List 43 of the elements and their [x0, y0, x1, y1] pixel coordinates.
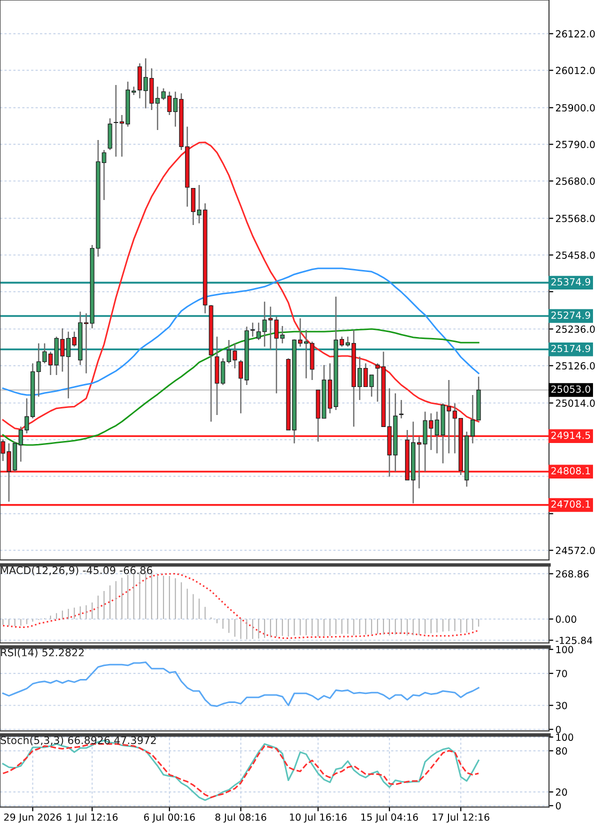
y-tick-label: 25014.0 — [556, 399, 595, 407]
ref-line-label: 25274.9 — [551, 311, 590, 319]
y-tick-label: 30 — [556, 702, 567, 710]
x-tick-label: 15 Jul 04:16 — [361, 813, 418, 823]
y-tick-label: 25790.0 — [556, 140, 595, 148]
y-tick-label: 25458.0 — [556, 251, 595, 259]
y-tick-label: 20 — [556, 788, 567, 796]
line-series — [2, 268, 480, 396]
x-tick-label: 17 Jul 12:16 — [432, 813, 490, 823]
y-tick-label: 25236.0 — [556, 325, 595, 333]
y-tick-label: 100 — [556, 734, 574, 741]
y-tick-label: 24572.0 — [556, 546, 595, 554]
ref-line-label: 24708.1 — [551, 500, 590, 508]
chart-title: MACD(12,26,9) -45.09 -66.86 — [1, 566, 152, 576]
x-tick-label: 29 Jun 2026 — [4, 813, 62, 823]
y-tick-label: 26012.0 — [556, 66, 595, 74]
y-tick-label: 0 — [556, 726, 561, 734]
x-tick-label: 6 Jul 00:16 — [144, 813, 195, 823]
x-tick-label: 8 Jul 08:16 — [215, 813, 266, 823]
x-tick-label: 1 Jul 12:16 — [67, 813, 118, 823]
y-tick-label: 80 — [556, 747, 567, 755]
y-tick-label: -125.84 — [556, 636, 592, 644]
candlestick — [399, 399, 404, 419]
ref-line-label: 25374.9 — [551, 278, 590, 286]
chart-title: Stoch(5,3,3) 66.8926 47.3972 — [0, 736, 156, 746]
y-tick-label: 25680.0 — [556, 177, 595, 185]
y-tick-label: 26122.0 — [556, 30, 595, 38]
y-tick-label: 100 — [556, 646, 574, 654]
y-tick-label: 0 — [556, 802, 561, 810]
ref-line-label: 25174.9 — [551, 344, 590, 352]
line-series — [2, 661, 480, 707]
y-tick-label: 25900.0 — [556, 104, 595, 112]
y-tick-label: 0.00 — [556, 616, 576, 623]
y-tick-label: 25126.0 — [556, 362, 595, 370]
ref-line-label: 24914.5 — [551, 432, 590, 439]
ref-line-label: 24808.1 — [551, 467, 590, 474]
ref-line-label: 25053.0 — [551, 385, 590, 393]
y-tick-label: 25568.0 — [556, 214, 595, 222]
x-tick-label: 10 Jul 16:16 — [290, 813, 347, 823]
y-tick-label: 70 — [556, 670, 567, 678]
candlestick — [375, 362, 380, 402]
chart-title: RSI(14) 52.2822 — [1, 648, 84, 658]
y-tick-label: 268.86 — [556, 570, 589, 578]
